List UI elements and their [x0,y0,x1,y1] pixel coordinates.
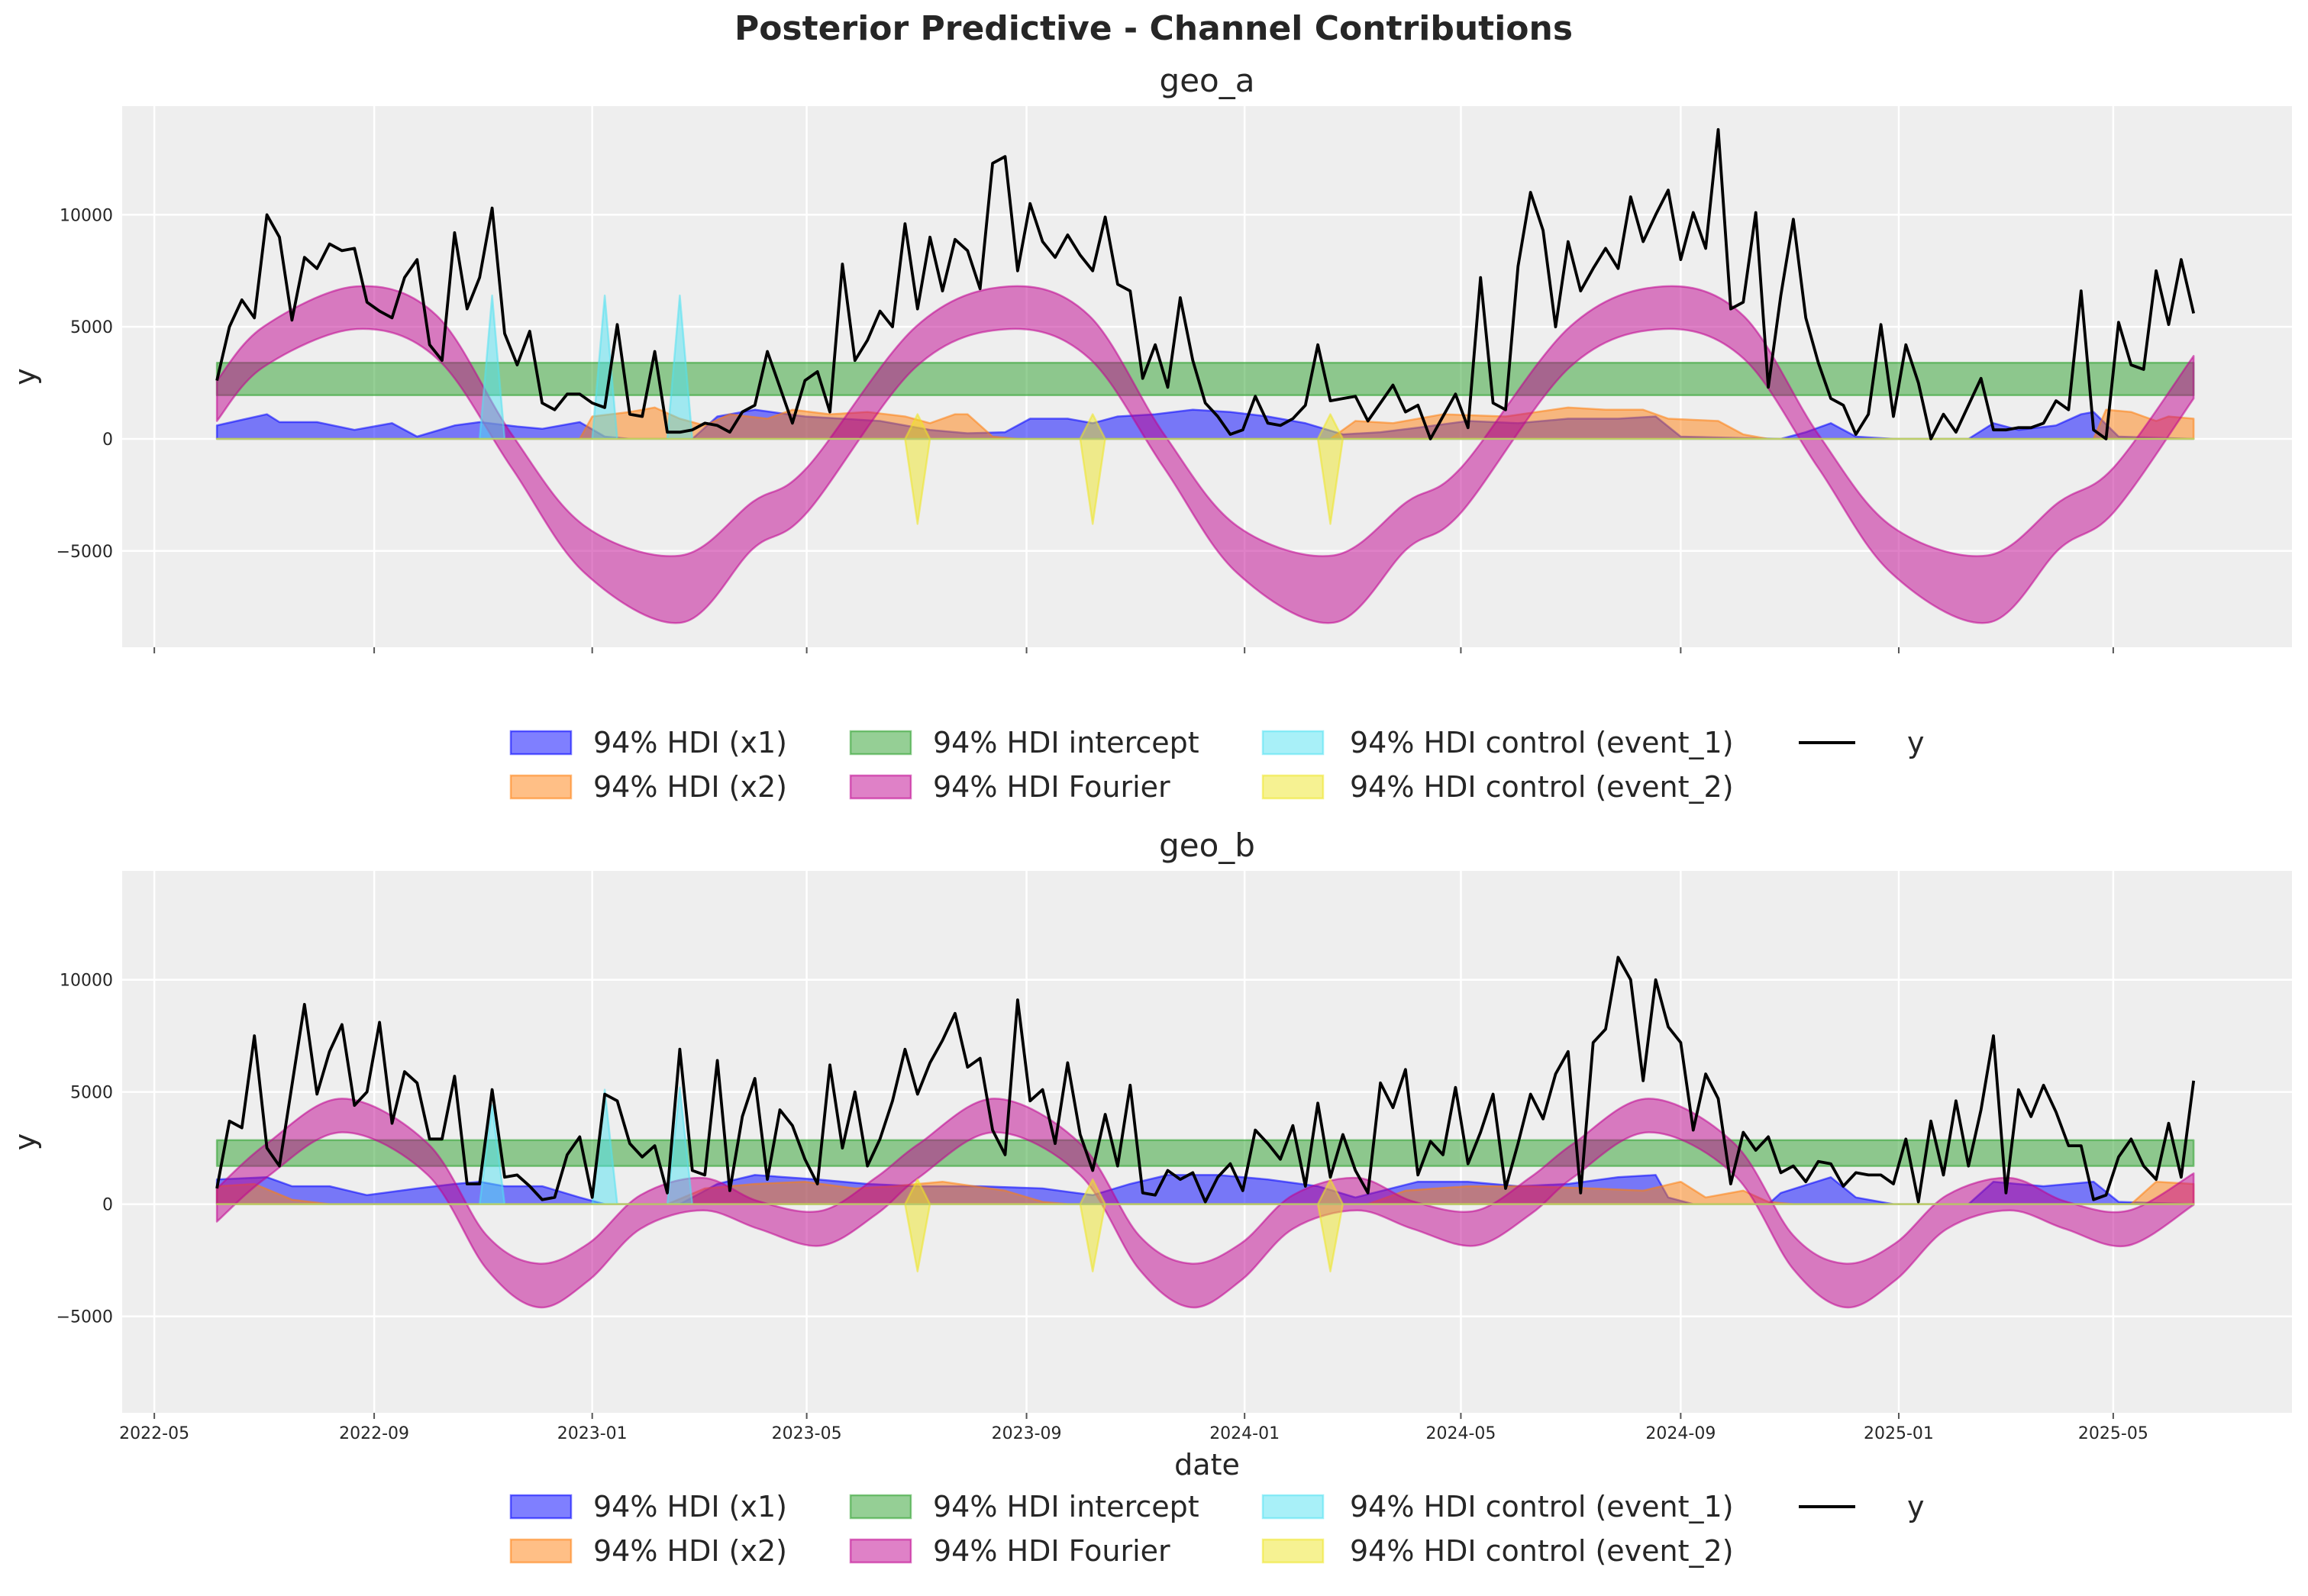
y-tick-label: 10000 [60,206,113,225]
legend-swatch [1261,1538,1325,1564]
x-axis-label: date [1174,1448,1240,1482]
legend-label: 94% HDI control (event_1) [1350,1490,1734,1523]
legend-item: 94% HDI Fourier [849,1534,1170,1568]
legend-swatch [509,730,573,756]
legend-label: 94% HDI (x2) [593,770,787,804]
legend-label: y [1907,1490,1925,1523]
legend-swatch [1261,774,1325,800]
legend-label: 94% HDI (x2) [593,1534,787,1568]
x-tick-label: 2022-09 [339,1424,409,1443]
series-94-hdi-fourier-band [215,1098,2195,1309]
legend-swatch [849,1538,912,1564]
legend-item: 94% HDI (x2) [509,1534,787,1568]
legend-label: 94% HDI control (event_2) [1350,1534,1734,1568]
legend-swatch [509,1494,573,1520]
y-axis-label: y [8,1133,42,1151]
x-tick-label: 2024-01 [1209,1424,1280,1443]
y-tick-label: 0 [102,1196,113,1215]
series-94-hdi-fourier-band [215,285,2195,624]
x-tick-label: 2023-09 [992,1424,1062,1443]
legend-item: 94% HDI (x1) [509,726,787,759]
x-tick-label: 2025-01 [1864,1424,1934,1443]
legend-item: 94% HDI (x2) [509,770,787,804]
y-axis-label: y [8,368,42,385]
legend-label: 94% HDI control (event_1) [1350,726,1734,759]
legend-item: 94% HDI Fourier [849,770,1170,804]
subplot-title: geo_a [1160,62,1255,99]
legend-swatch [509,774,573,800]
series-94-hdi-intercept-band [215,1139,2195,1167]
subplot-geo_b: −5000 0 5000 10000 2022-05 2022-09 2023-01 2023… [8,827,2292,1482]
legend-item: 94% HDI intercept [849,726,1199,759]
legend-label: 94% HDI intercept [933,726,1199,759]
legend-label: 94% HDI Fourier [933,770,1170,804]
y-tick-label: 5000 [70,1084,113,1103]
y-tick-label: −5000 [56,543,113,562]
y-tick-label: 0 [102,430,113,450]
subplot-title: geo_b [1159,827,1255,864]
legend-item: 94% HDI control (event_1) [1261,726,1734,759]
legend-swatch [849,730,912,756]
legend-label: 94% HDI (x1) [593,726,787,759]
legend-label: y [1907,726,1925,759]
y-tick-label: 10000 [60,972,113,991]
subplot-geo_a: −5000 0 5000 10000 geo_ay [8,62,2292,653]
legend-swatch [849,1494,912,1520]
x-tick-label: 2024-05 [1425,1424,1496,1443]
series-94-hdi-control-event-2-band [215,1178,2195,1273]
series-y-line [215,127,2196,440]
x-tick-label: 2023-01 [557,1424,628,1443]
legend-item: 94% HDI intercept [849,1490,1199,1523]
legend-swatch [1261,730,1325,756]
legend-item: 94% HDI control (event_2) [1261,770,1734,804]
y-tick-label: −5000 [56,1308,113,1327]
x-tick-label: 2023-05 [772,1424,842,1443]
x-tick-label: 2022-05 [119,1424,189,1443]
legend: 94% HDI (x1) 94% HDI (x2) 94% HDI intercep… [509,1490,1925,1568]
figure-title: Posterior Predictive - Channel Contribut… [734,9,1573,48]
legend-item: y [1799,1490,1925,1523]
legend-item: 94% HDI (x1) [509,1490,787,1523]
legend-label: 94% HDI control (event_2) [1350,770,1734,804]
x-tick-label: 2025-05 [2078,1424,2148,1443]
series-94-hdi-control-event-2-band [215,413,2195,525]
legend-item: 94% HDI control (event_2) [1261,1534,1734,1568]
legend-item: 94% HDI control (event_1) [1261,1490,1734,1523]
y-tick-label: 5000 [70,318,113,337]
legend-label: 94% HDI intercept [933,1490,1199,1523]
legend-item: y [1799,726,1925,759]
legend-swatch [849,774,912,800]
legend-swatch [1261,1494,1325,1520]
x-tick-label: 2024-09 [1645,1424,1716,1443]
legend-label: 94% HDI Fourier [933,1534,1170,1568]
series-y-line [215,956,2196,1204]
legend-swatch [509,1538,573,1564]
legend: 94% HDI (x1) 94% HDI (x2) 94% HDI intercep… [509,726,1925,804]
legend-label: 94% HDI (x1) [593,1490,787,1523]
